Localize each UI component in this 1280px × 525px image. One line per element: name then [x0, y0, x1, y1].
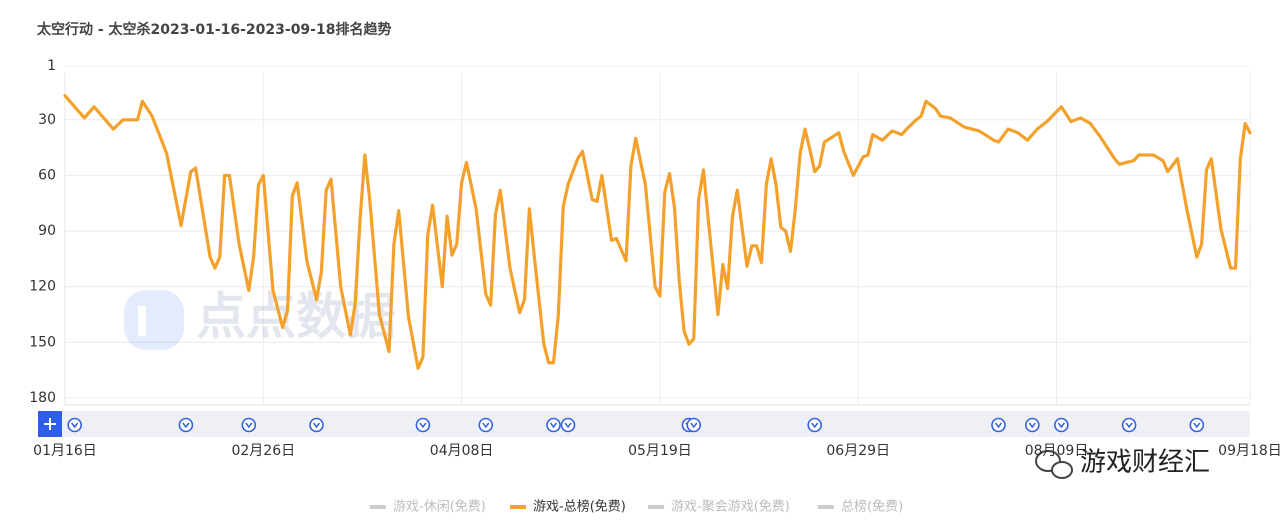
wechat-icon [1051, 461, 1073, 479]
legend-label: 游戏-聚会游戏(免费) [671, 500, 790, 515]
y-tick-label: 30 [38, 112, 56, 128]
event-marker [1025, 417, 1040, 433]
event-icon [182, 422, 190, 429]
y-tick-label: 90 [38, 223, 56, 239]
event-icon [71, 422, 79, 429]
event-icon [811, 422, 819, 429]
plot [63, 94, 1252, 370]
legend-label: 游戏-总榜(免费) [533, 499, 626, 515]
x-tick-label: 08月09日 [1025, 443, 1089, 459]
series-line [63, 94, 1252, 370]
event-icon [549, 422, 558, 429]
event-marker [1189, 417, 1205, 433]
legend: 游戏-休闲(免费) 游戏-总榜(免费) 游戏-聚会游戏(免费) 总榜(免费) [370, 499, 903, 515]
event-marker [67, 417, 82, 433]
event-marker [178, 417, 194, 433]
event-marker [478, 417, 494, 433]
watermark-logo-text: 点点数据 [196, 288, 396, 346]
event-icon [994, 422, 1003, 429]
y-tick-label: 150 [29, 334, 56, 350]
watermark-account-text: 游戏财经汇 [1080, 448, 1210, 478]
event-icon [482, 422, 490, 429]
event-icon [245, 422, 253, 429]
chart-title: 太空行动 - 太空杀2023-01-16-2023-09-18排名趋势 [37, 21, 391, 38]
y-tick-label: 180 [29, 390, 56, 406]
event-icon [1193, 422, 1201, 429]
events [67, 417, 1205, 433]
y-tick-label: 120 [29, 279, 56, 295]
event-icon [1057, 422, 1065, 429]
grid: 1 30 60 90 120 150 180 [29, 58, 1251, 406]
event-icon [419, 422, 427, 429]
event-icon [564, 422, 572, 429]
event-strip [38, 411, 1250, 437]
y-tick-label: 60 [38, 167, 56, 183]
logo-icon [124, 290, 184, 350]
legend-label: 总榜(免费) [841, 499, 903, 515]
watermark-account: 游戏财经汇 [1028, 442, 1276, 482]
event-marker [1121, 417, 1137, 433]
event-marker [1054, 417, 1069, 433]
event-icon [1028, 422, 1036, 429]
y-tick-label: 1 [47, 58, 56, 74]
event-marker [309, 417, 324, 433]
expand-icon [44, 418, 56, 430]
event-marker [807, 417, 822, 433]
x-tick-label: 09月18日 [1218, 443, 1280, 459]
event-marker [415, 417, 431, 433]
x-tick-label: 05月19日 [628, 443, 692, 459]
x-tick-label: 04月08日 [430, 443, 494, 459]
wechat-icon [1035, 450, 1061, 472]
watermark-logo: 点点数据 [124, 288, 396, 350]
event-icon [1125, 422, 1133, 429]
event-icon [312, 422, 321, 429]
event-marker [241, 417, 257, 433]
x-tick-label: 02月26日 [231, 443, 295, 459]
event-marker [991, 417, 1006, 433]
logo-icon-stroke [138, 306, 146, 336]
event-marker [560, 417, 576, 433]
x-tick-label: 01月16日 [33, 443, 97, 459]
event-icon [690, 422, 698, 429]
event-marker [686, 417, 702, 433]
x-tick-label: 06月29日 [826, 443, 890, 459]
event-marker [546, 417, 561, 433]
legend-label: 游戏-休闲(免费) [393, 500, 486, 515]
